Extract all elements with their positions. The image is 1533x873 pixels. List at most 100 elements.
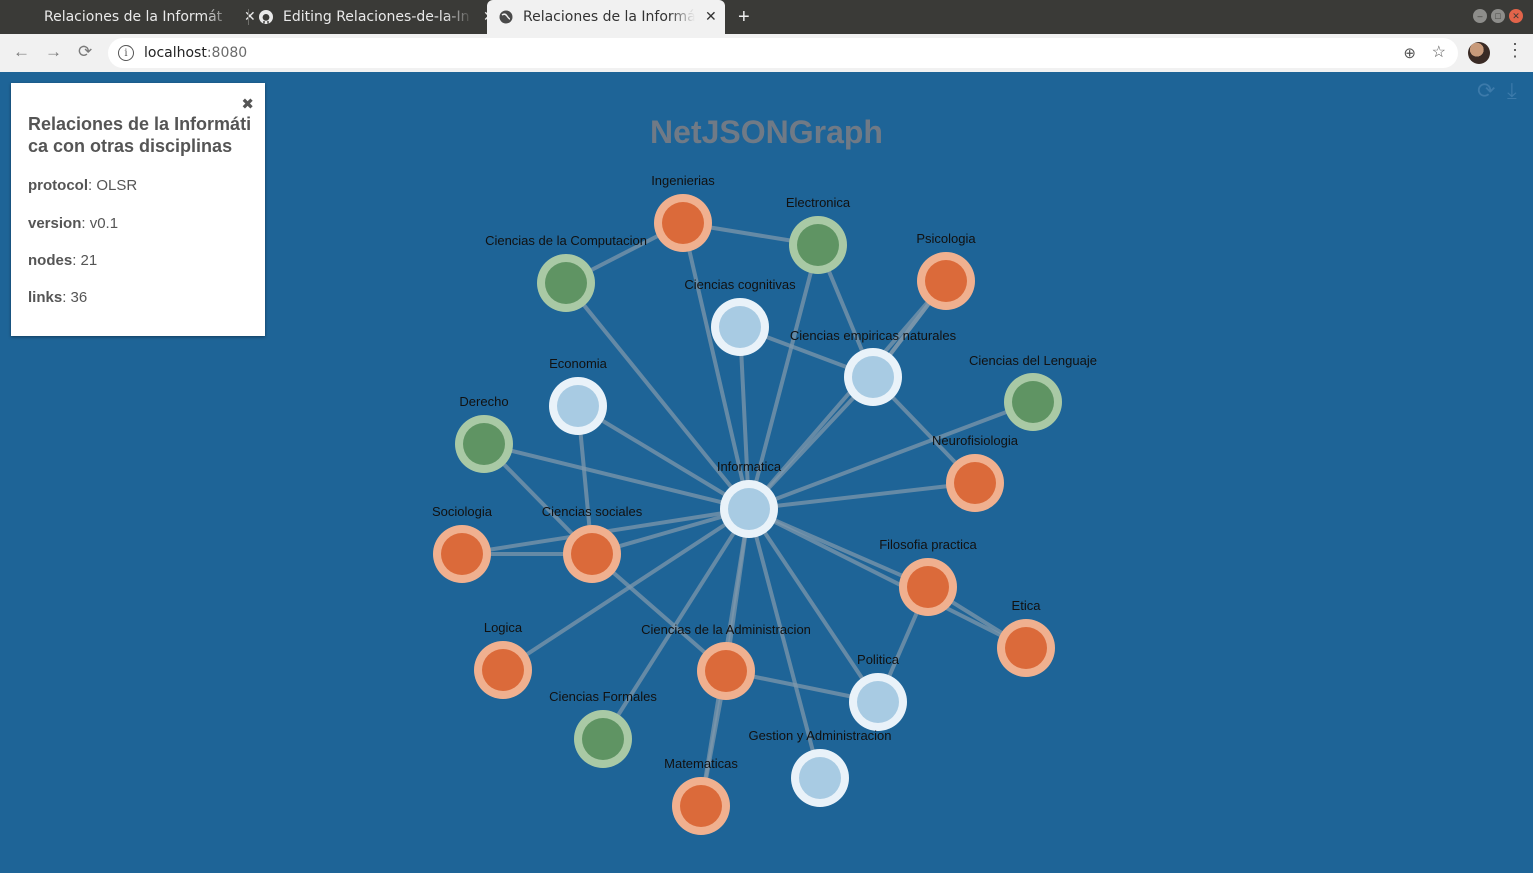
node-label: Matematicas <box>664 756 738 771</box>
node-core[interactable] <box>797 224 839 266</box>
node-label: Gestion y Administracion <box>748 728 891 743</box>
graph-link[interactable] <box>601 507 751 741</box>
graph-node[interactable]: Derecho <box>455 394 513 473</box>
node-label: Etica <box>1012 598 1042 613</box>
graph-link[interactable] <box>747 279 948 511</box>
graph-link[interactable] <box>576 404 751 511</box>
panel-title: Relaciones de la Informática con otras d… <box>28 114 252 156</box>
graph-node[interactable]: Ingenierias <box>651 173 715 252</box>
node-core[interactable] <box>482 649 524 691</box>
graph-node[interactable]: Neurofisiologia <box>932 433 1019 512</box>
node-core[interactable] <box>925 260 967 302</box>
node-core[interactable] <box>680 785 722 827</box>
graph-node[interactable]: Ciencias de la Administracion <box>641 622 811 700</box>
graph-link[interactable] <box>748 400 1034 511</box>
node-core[interactable] <box>857 681 899 723</box>
maximize-icon[interactable]: □ <box>1491 9 1505 23</box>
minimize-icon[interactable]: – <box>1473 9 1487 23</box>
node-label: Ciencias Formales <box>549 689 657 704</box>
node-core[interactable] <box>954 462 996 504</box>
node-core[interactable] <box>662 202 704 244</box>
graph-link[interactable] <box>747 507 880 704</box>
node-core[interactable] <box>463 423 505 465</box>
graph-link[interactable] <box>738 326 751 510</box>
node-label: Economia <box>549 356 608 371</box>
graph-node[interactable]: Psicologia <box>916 231 976 310</box>
panel-field-nodes: nodes: 21 <box>28 252 98 269</box>
browser-tab-2[interactable]: Editing Relaciones-de-la-In ✕ <box>259 0 495 34</box>
forward-arrow-icon[interactable]: → <box>45 42 62 61</box>
site-info-icon[interactable]: i <box>118 45 134 61</box>
close-icon[interactable]: ✖ <box>241 96 254 113</box>
graph-node[interactable]: Ciencias empiricas naturales <box>790 328 957 406</box>
node-core[interactable] <box>582 718 624 760</box>
browser-toolbar: ← → ⟳ i localhost:8080 ⊕ ☆ ⋮ <box>0 34 1533 73</box>
node-label: Politica <box>857 652 900 667</box>
profile-avatar[interactable] <box>1468 42 1490 64</box>
node-label: Filosofia practica <box>879 537 977 552</box>
node-core[interactable] <box>719 306 761 348</box>
node-core[interactable] <box>1005 627 1047 669</box>
graph-node[interactable]: Gestion y Administracion <box>748 728 892 807</box>
close-window-icon[interactable]: ✕ <box>1509 9 1523 23</box>
bookmark-star-icon[interactable]: ☆ <box>1431 44 1446 61</box>
node-label: Ciencias empiricas naturales <box>790 328 957 343</box>
refresh-icon[interactable]: ⟳ <box>1477 78 1496 103</box>
graph-link[interactable] <box>681 222 751 510</box>
graph-link[interactable] <box>483 442 750 511</box>
panel-field-protocol: protocol: OLSR <box>28 177 138 194</box>
graph-link[interactable] <box>748 481 976 511</box>
node-core[interactable] <box>545 262 587 304</box>
node-core[interactable] <box>441 533 483 575</box>
graph-node[interactable]: Electronica <box>786 195 851 274</box>
new-tab-button[interactable]: + <box>738 6 750 28</box>
graph-node[interactable]: Logica <box>474 620 532 699</box>
node-core[interactable] <box>571 533 613 575</box>
graph-node[interactable]: Ciencias cognitivas <box>684 277 796 356</box>
tab-title: Editing Relaciones-de-la-In <box>283 9 470 25</box>
close-tab-icon[interactable]: ✕ <box>244 9 256 25</box>
node-core[interactable] <box>728 488 770 530</box>
node-label: Derecho <box>459 394 508 409</box>
graph-link[interactable] <box>501 507 751 672</box>
url-host: localhost <box>144 45 207 61</box>
node-label: Ciencias sociales <box>542 504 643 519</box>
graph-node[interactable]: Informatica <box>717 459 782 538</box>
browser-tab-3-active[interactable]: Relaciones de la Informát ✕ <box>487 0 725 34</box>
graph-link[interactable] <box>747 244 820 510</box>
graph-node[interactable]: Economia <box>549 356 608 435</box>
close-tab-icon[interactable]: ✕ <box>705 9 717 25</box>
graph-node[interactable]: Ciencias sociales <box>542 504 643 583</box>
url-text[interactable]: localhost:8080 <box>144 45 247 61</box>
node-core[interactable] <box>852 356 894 398</box>
graph-link[interactable] <box>747 508 822 779</box>
node-core[interactable] <box>557 385 599 427</box>
tab-title: Relaciones de la Informát <box>44 9 223 25</box>
graph-link[interactable] <box>590 552 728 673</box>
graph-node[interactable]: Ciencias del Lenguaje <box>969 353 1097 431</box>
back-arrow-icon[interactable]: ← <box>13 42 30 61</box>
node-core[interactable] <box>705 650 747 692</box>
browser-tab-1[interactable]: Relaciones de la Informát ✕ <box>20 0 256 34</box>
graph-node[interactable]: Ciencias Formales <box>549 689 657 768</box>
download-icon[interactable]: ⤓ <box>1507 78 1517 103</box>
graph-node[interactable]: Sociologia <box>432 504 493 583</box>
reload-icon[interactable]: ⟳ <box>78 42 93 61</box>
graph-nodes: Informatica Ingenierias Electronica Psicolo… <box>432 173 1097 835</box>
kebab-menu-icon[interactable]: ⋮ <box>1506 40 1524 60</box>
graph-node[interactable]: Filosofia practica <box>879 537 978 616</box>
graph-link[interactable] <box>748 507 1027 650</box>
network-graph[interactable]: Informatica Ingenierias Electronica Psicolo… <box>0 72 1533 873</box>
graph-link[interactable] <box>564 281 751 511</box>
node-core[interactable] <box>907 566 949 608</box>
zoom-icon[interactable]: ⊕ <box>1403 45 1416 62</box>
node-core[interactable] <box>799 757 841 799</box>
graph-node[interactable]: Etica <box>997 598 1055 677</box>
node-core[interactable] <box>1012 381 1054 423</box>
node-label: Neurofisiologia <box>932 433 1019 448</box>
address-bar[interactable]: i localhost:8080 ⊕ ☆ <box>108 38 1458 68</box>
graph-node[interactable]: Ciencias de la Computacion <box>485 233 647 312</box>
node-label: Psicologia <box>916 231 976 246</box>
graph-node[interactable]: Politica <box>849 652 907 731</box>
graph-node[interactable]: Matematicas <box>664 756 738 835</box>
